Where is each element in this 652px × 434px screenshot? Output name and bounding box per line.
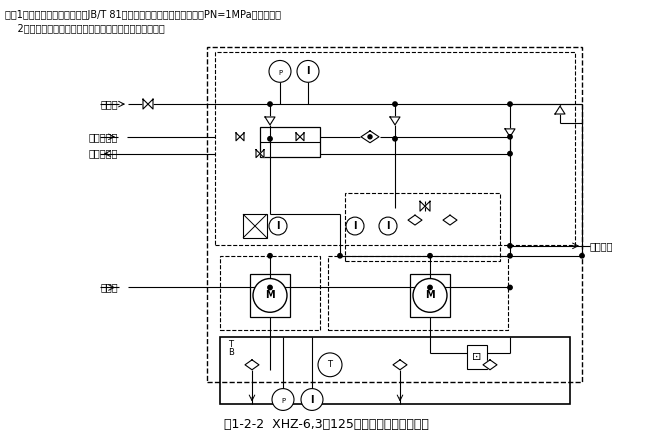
Polygon shape [390,117,400,125]
Bar [220,256,320,330]
Text: I: I [386,221,390,231]
Circle shape [301,388,323,411]
Polygon shape [143,99,148,109]
Text: M: M [425,290,435,300]
Polygon shape [148,99,153,109]
Circle shape [508,243,512,248]
Text: 回油口: 回油口 [100,283,118,293]
Circle shape [268,137,272,141]
Bar [207,46,582,381]
Bar [345,193,500,261]
Text: I: I [276,221,280,231]
Circle shape [413,279,447,312]
Polygon shape [245,360,259,370]
Circle shape [508,253,512,258]
Text: P: P [281,398,285,404]
Text: 供油口: 供油口 [100,99,118,109]
Text: 冷却水入口: 冷却水入口 [89,132,118,142]
Circle shape [253,279,287,312]
Circle shape [272,388,294,411]
Polygon shape [505,129,515,137]
Circle shape [508,135,512,139]
Polygon shape [425,201,430,211]
Circle shape [346,217,364,235]
Circle shape [580,253,584,258]
Text: 注：1、回油口法兰连接尺寸按JB/T 81（凸面板式平焊钢制管法兰）（PN=1MPa）的规定。: 注：1、回油口法兰连接尺寸按JB/T 81（凸面板式平焊钢制管法兰）（PN=1M… [5,10,281,20]
Bar [215,52,575,245]
Text: 冷却水出口: 冷却水出口 [89,149,118,159]
Circle shape [268,102,272,106]
Polygon shape [443,215,457,225]
Bar [328,256,508,330]
Circle shape [268,285,272,289]
Polygon shape [260,150,264,158]
Bar [260,127,320,157]
Text: I: I [310,395,314,404]
Polygon shape [256,150,260,158]
Text: T: T [228,341,233,349]
Circle shape [508,102,512,106]
Circle shape [428,285,432,289]
Text: I: I [306,66,310,76]
Polygon shape [555,106,565,114]
Text: 排污油口: 排污油口 [590,241,614,251]
Circle shape [318,353,342,377]
Polygon shape [296,133,300,141]
Text: T: T [327,360,333,369]
Text: B: B [228,349,234,358]
Circle shape [338,253,342,258]
Polygon shape [393,360,407,370]
Circle shape [379,217,397,235]
Bar [410,273,450,317]
Polygon shape [361,131,379,143]
Text: 2、上列稀油润滑装置均无地脚螺栓孔，就地放置即可。: 2、上列稀油润滑装置均无地脚螺栓孔，就地放置即可。 [5,23,165,33]
Circle shape [268,253,272,258]
Text: ⊡: ⊡ [472,352,482,362]
Text: P: P [278,70,282,76]
Polygon shape [408,215,422,225]
Bar [467,345,487,369]
Circle shape [508,151,512,156]
Circle shape [368,135,372,139]
Polygon shape [240,133,244,141]
Circle shape [508,285,512,289]
Text: I: I [353,221,357,231]
Polygon shape [265,117,275,125]
Circle shape [393,102,397,106]
Polygon shape [483,360,497,370]
Circle shape [269,60,291,82]
Polygon shape [300,133,304,141]
Bar [220,337,570,404]
Bar [243,214,267,238]
Circle shape [297,60,319,82]
Bar [250,273,290,317]
Text: 图1-2-2  XHZ-6,3～125型稀油润滑装置原理图: 图1-2-2 XHZ-6,3～125型稀油润滑装置原理图 [224,418,428,431]
Polygon shape [420,201,425,211]
Circle shape [428,253,432,258]
Polygon shape [236,133,240,141]
Text: M: M [265,290,274,300]
Circle shape [393,137,397,141]
Circle shape [269,217,287,235]
